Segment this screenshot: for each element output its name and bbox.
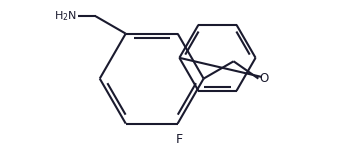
Text: H$_2$N: H$_2$N	[54, 9, 77, 23]
Text: O: O	[259, 72, 268, 85]
Text: F: F	[176, 133, 183, 146]
